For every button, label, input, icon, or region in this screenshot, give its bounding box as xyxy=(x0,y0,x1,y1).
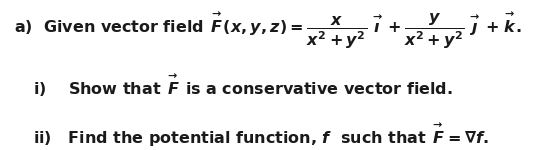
Text: ii)   Find the potential function, $f$  such that $\overset{\rightarrow}{F}=\nab: ii) Find the potential function, $f$ suc… xyxy=(33,121,489,149)
Text: i)    Show that $\overset{\rightarrow}{F}$ is a conservative vector field.: i) Show that $\overset{\rightarrow}{F}$ … xyxy=(33,72,453,99)
Text: a)  Given vector field $\overset{\rightarrow}{F}(x,y,z)=\dfrac{x}{x^2+y^2}\,\ove: a) Given vector field $\overset{\rightar… xyxy=(14,9,522,51)
